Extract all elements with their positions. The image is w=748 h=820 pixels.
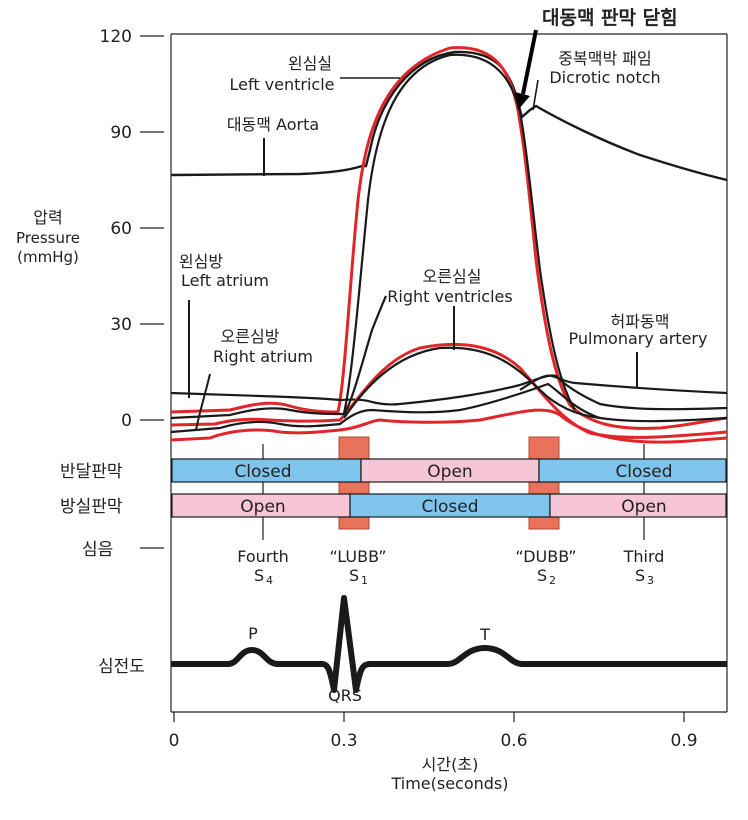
- heart-sound-code: S: [537, 566, 547, 585]
- heart-sound-name: “DUBB”: [515, 547, 576, 566]
- heart-sound-name: Fourth: [237, 547, 289, 566]
- y-axis-label-ko: 압력: [33, 208, 62, 227]
- av-state-label: Open: [240, 497, 285, 517]
- ecg-trace: [171, 595, 727, 693]
- ecg-t-label: T: [479, 625, 490, 644]
- heart-sound-subscript: 4: [266, 574, 273, 587]
- right-atrium-curve: [170, 382, 728, 434]
- y-tick-label: 0: [121, 411, 132, 431]
- left-atrium-lower-curve: [170, 295, 387, 420]
- semilunar-valve-row-label: 반달판막: [60, 462, 123, 482]
- aorta-label: 대동맥 Aorta: [227, 115, 319, 134]
- left-atrium-curve: [170, 374, 728, 411]
- semilunar-state-label: Open: [427, 462, 472, 482]
- right-atrium-leader-line: [195, 373, 211, 431]
- left-ventricle-label-en: Left ventricle: [229, 75, 334, 94]
- y-tick-label: 60: [110, 219, 132, 239]
- aortic-valve-arrow-shaft: [521, 29, 538, 95]
- y-axis-label-en: Pressure: [16, 229, 80, 247]
- av-open-bar-2: [549, 493, 727, 518]
- heart-sound-subscript: 2: [549, 574, 556, 587]
- right-ventricles-label-ko: 오른심실: [423, 267, 482, 286]
- x-tick-label: 0.3: [330, 731, 357, 751]
- y-tick-label: 30: [110, 315, 132, 335]
- heart-sound-row-label: 심음: [82, 540, 113, 560]
- right-atrium-lower-curve: [170, 408, 728, 444]
- left-atrium-label-ko: 왼심방: [179, 252, 223, 271]
- av-valve-row-label: 방실판막: [60, 497, 123, 517]
- y-tick-label: 120: [100, 27, 132, 47]
- right-atrium-label-ko: 오른심방: [221, 327, 280, 346]
- left-ventricle-inner-curve: [342, 53, 576, 414]
- semilunar-closed-bar-2: [538, 458, 727, 483]
- av-state-label: Closed: [421, 497, 478, 517]
- dicrotic-notch-label-ko: 중복맥박 패임: [558, 49, 651, 68]
- x-tick-label: 0.9: [670, 731, 697, 751]
- pulmonary-artery-curve: [519, 374, 728, 395]
- heart-sound-name: “LUBB”: [330, 547, 387, 566]
- heart-sound-name: Third: [623, 547, 665, 566]
- pulmonary-artery-label-en: Pulmonary artery: [569, 329, 708, 348]
- x-tick-label: 0.6: [500, 731, 527, 751]
- av-state-label: Open: [621, 497, 666, 517]
- y-axis-unit: (mmHg): [17, 248, 79, 266]
- x-axis-label-en: Time(seconds): [390, 774, 508, 793]
- pulmonary-artery-label-ko: 허파동맥: [611, 312, 670, 331]
- ecg-row-label: 심전도: [98, 657, 145, 677]
- left-ventricle-label-ko: 왼심실: [288, 54, 332, 73]
- x-axis-label-ko: 시간(초): [422, 755, 479, 774]
- heart-sound-subscript: 3: [647, 574, 654, 587]
- ecg-p-label: P: [248, 624, 258, 643]
- heart-sound-code: S: [349, 566, 359, 585]
- semilunar-state-label: Closed: [234, 462, 291, 482]
- aortic-valve-arrow-head: [515, 92, 530, 110]
- y-tick-label: 90: [110, 123, 132, 143]
- heart-sound-code: S: [254, 566, 264, 585]
- heart-sound-subscript: 1: [361, 574, 368, 587]
- dicrotic-leader-line: [532, 79, 539, 111]
- aortic-valve-closure-annotation: 대동맥 판막 닫힘: [542, 7, 678, 29]
- ecg-qrs-label: QRS: [328, 686, 362, 705]
- right-atrium-label-en: Right atrium: [213, 347, 313, 366]
- left-atrium-label-en: Left atrium: [181, 271, 269, 290]
- dicrotic-notch-label-en: Dicrotic notch: [549, 68, 660, 87]
- left-ventricle-curve: [170, 46, 728, 430]
- semilunar-state-label: Closed: [615, 462, 672, 482]
- heart-sound-code: S: [635, 566, 645, 585]
- right-ventricle-inner-curve: [343, 346, 601, 420]
- right-ventricles-label-en: Right ventricles: [387, 287, 512, 306]
- x-tick-label: 0: [169, 731, 180, 751]
